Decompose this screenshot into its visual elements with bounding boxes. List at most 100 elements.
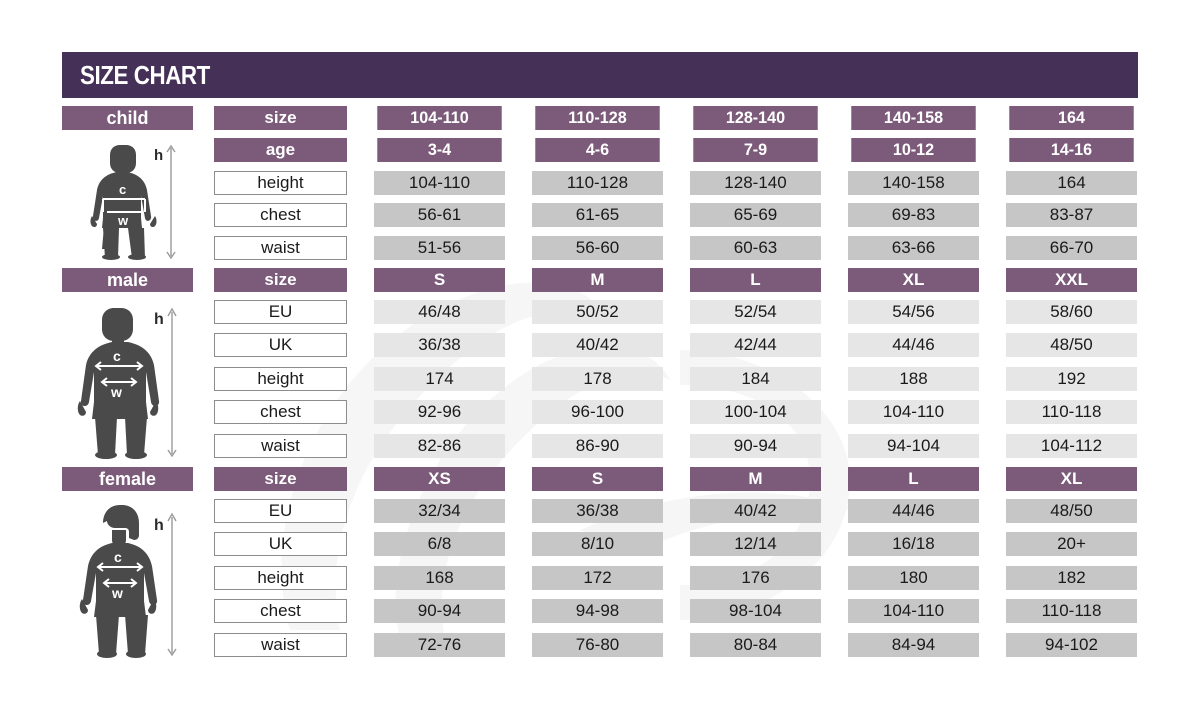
table-cell: 184 xyxy=(690,366,821,391)
column-header: M xyxy=(532,268,663,292)
table-cell: 110-118 xyxy=(1006,599,1137,624)
spacer xyxy=(193,138,214,162)
section-female: female size XS S M L XL xyxy=(62,467,1138,666)
spacer xyxy=(505,400,532,424)
table-cell: 60-63 xyxy=(690,235,821,260)
spacer xyxy=(821,434,848,458)
spacer xyxy=(821,367,848,391)
spacer xyxy=(505,236,532,260)
category-label-male: male xyxy=(62,268,193,292)
spacer xyxy=(663,599,690,623)
spacer xyxy=(505,106,532,130)
row-label-uk: UK xyxy=(214,333,347,358)
spacer xyxy=(193,300,214,324)
table-cell: 83-87 xyxy=(1006,203,1137,227)
row-label-waist: waist xyxy=(214,235,347,260)
column-header: XL xyxy=(848,268,979,292)
row-label-size: size xyxy=(214,106,347,130)
spacer xyxy=(193,467,214,491)
spacer xyxy=(663,400,690,424)
spacer xyxy=(505,566,532,590)
spacer xyxy=(663,106,690,130)
table-cell: 172 xyxy=(532,565,663,590)
spacer xyxy=(347,599,374,623)
spacer xyxy=(193,106,214,130)
row-label-height: height xyxy=(214,565,347,590)
female-figure-icon: c w h xyxy=(79,505,177,658)
spacer xyxy=(505,434,532,458)
child-figure: c w h xyxy=(62,138,193,260)
spacer xyxy=(193,434,214,458)
spacer xyxy=(979,333,1006,357)
spacer xyxy=(505,633,532,657)
column-header: 110-128 xyxy=(535,106,660,130)
spacer xyxy=(663,300,690,324)
spacer xyxy=(505,171,532,195)
table-cell: 61-65 xyxy=(532,203,663,227)
row-label-age: age xyxy=(214,138,347,162)
spacer xyxy=(663,268,690,292)
spacer xyxy=(821,300,848,324)
spacer xyxy=(505,300,532,324)
table-cell: 176 xyxy=(690,565,821,590)
column-header: L xyxy=(848,467,979,491)
table-cell: 6/8 xyxy=(374,532,505,557)
spacer xyxy=(347,566,374,590)
table-cell: 72-76 xyxy=(374,632,505,657)
spacer xyxy=(193,333,214,357)
waist-marker-label: w xyxy=(110,384,122,400)
spacer xyxy=(347,633,374,657)
spacer xyxy=(663,467,690,491)
spacer xyxy=(979,367,1006,391)
page-title: SIZE CHART xyxy=(80,59,210,90)
spacer xyxy=(347,300,374,324)
spacer xyxy=(663,203,690,227)
table-cell: 16/18 xyxy=(848,532,979,557)
table-cell: 174 xyxy=(374,366,505,391)
table-cell: 164 xyxy=(1006,170,1137,195)
table-cell: 90-94 xyxy=(374,599,505,624)
spacer xyxy=(821,106,848,130)
table-cell: 48/50 xyxy=(1006,499,1137,523)
spacer xyxy=(505,532,532,556)
table-cell: 36/38 xyxy=(374,333,505,358)
table-cell: 140-158 xyxy=(848,170,979,195)
row-label-height: height xyxy=(214,366,347,391)
chart-title-bar: SIZE CHART xyxy=(62,52,1138,98)
chest-marker-label: c xyxy=(114,549,122,565)
table-cell: 168 xyxy=(374,565,505,590)
table-cell: 42/44 xyxy=(690,333,821,358)
spacer xyxy=(193,532,214,556)
spacer xyxy=(821,268,848,292)
spacer xyxy=(347,106,374,130)
spacer xyxy=(347,138,374,162)
table-cell: 44/46 xyxy=(848,333,979,358)
table-cell: 94-104 xyxy=(848,433,979,458)
table-cell: 128-140 xyxy=(690,170,821,195)
column-header: 140-158 xyxy=(851,106,976,130)
table-cell: 86-90 xyxy=(532,433,663,458)
chest-marker-label: c xyxy=(113,348,121,364)
spacer xyxy=(193,566,214,590)
row-label-waist: waist xyxy=(214,632,347,657)
spacer xyxy=(193,236,214,260)
spacer xyxy=(979,566,1006,590)
table-cell: 48/50 xyxy=(1006,333,1137,358)
spacer xyxy=(979,599,1006,623)
column-header: 128-140 xyxy=(693,106,818,130)
spacer xyxy=(347,467,374,491)
spacer xyxy=(663,499,690,523)
spacer xyxy=(663,633,690,657)
table-cell: 110-118 xyxy=(1006,400,1137,425)
spacer xyxy=(193,400,214,424)
table-cell: 90-94 xyxy=(690,433,821,458)
spacer xyxy=(821,171,848,195)
table-cell: 50/52 xyxy=(532,300,663,324)
height-marker-label: h xyxy=(154,517,164,534)
table-cell: 65-69 xyxy=(690,203,821,227)
spacer xyxy=(347,532,374,556)
male-figure-icon: c w h xyxy=(77,307,177,459)
table-cell: 56-61 xyxy=(374,203,505,227)
table-cell: 44/46 xyxy=(848,499,979,523)
spacer xyxy=(979,171,1006,195)
